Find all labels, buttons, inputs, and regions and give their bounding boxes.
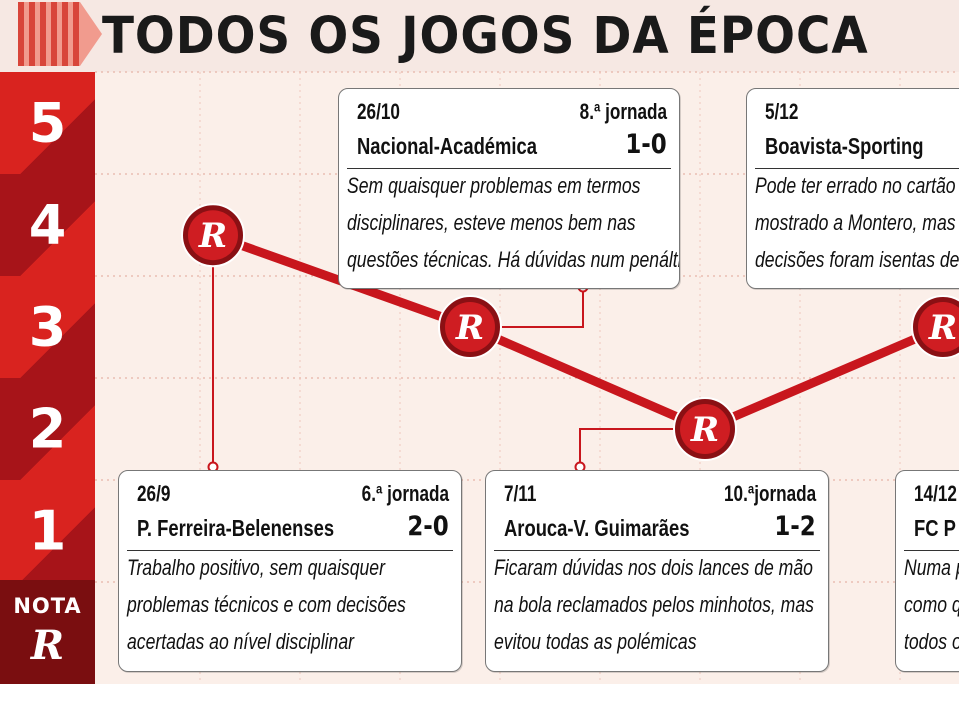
game-card-1: 26/9 6.ª jornada P. Ferreira-Belenenses 2-0… [118,470,462,672]
game-card-4: 5/12 Boavista-Sporting Pode ter errado no … [746,88,959,289]
header-banner: TODOS OS JOGOS DA ÉPOCA [0,0,959,72]
game-date: 26/10 [357,99,400,124]
comment-line: decisões foram isentas de [755,247,959,272]
connector-line [579,428,705,467]
r-logo-icon: R [690,410,719,450]
comment-line: Ficaram dúvidas nos dois lances de mão [494,555,813,580]
data-point-7/11: R [673,397,737,461]
scale-label-5: 5 [0,72,95,174]
data-point-26/9: R [181,203,245,268]
card-divider [127,550,453,551]
scale-number: 4 [28,193,67,257]
comment-line: questões técnicas. Há dúvidas num penált… [347,247,680,272]
scale-number: 3 [28,295,67,359]
game-teams: P. Ferreira-Belenenses [137,515,335,541]
scale-number: 1 [28,499,67,563]
chart-title: TODOS OS JOGOS DA ÉPOCA [102,7,869,66]
header-arrow-decoration [80,2,102,66]
scale-label-3: 3 [0,276,95,378]
scale-number: 2 [28,397,67,461]
scale-label-2: 2 [0,378,95,480]
data-point-5/12: R [911,295,959,359]
comment-line: Sem quaisquer problemas em termos [347,173,641,198]
comment-line: disciplinares, esteve menos bem nas [347,210,636,235]
game-round: 6.ª jornada [361,481,449,506]
game-card-5: 14/12 FC P Numa p como q todos o [895,470,959,672]
game-round: 8.ª jornada [579,99,667,124]
nota-label-block: NOTA R [0,580,95,684]
comment-line: evitou todas as polémicas [494,629,697,654]
game-score: 1-2 [774,511,816,542]
card-divider [494,550,820,551]
game-score: 2-0 [407,511,449,542]
game-date: 7/11 [504,481,537,506]
comment-line: Numa p [904,555,959,580]
bottom-band [0,684,959,720]
card-divider [755,168,959,169]
r-logo-icon: R [30,622,65,669]
game-date: 14/12 [914,481,957,506]
scale-label-4: 4 [0,174,95,276]
card-divider [347,168,671,169]
r-logo-icon: R [928,308,957,348]
r-logo-icon: R [455,308,484,348]
scale-number: 5 [28,91,67,155]
comment-line: problemas técnicos e com decisões [127,592,406,617]
card-divider [904,550,959,551]
game-date: 26/9 [137,481,171,506]
nota-label: NOTA [13,594,82,618]
game-teams: Arouca-V. Guimarães [504,515,690,541]
game-card-3: 7/11 10.ªjornada Arouca-V. Guimarães 1-2 Fic… [485,470,829,672]
r-logo-icon: R [198,216,227,256]
comment-line: todos o [904,629,959,654]
rating-scale: 5 4 3 2 1 [0,72,95,684]
comment-line: Pode ter errado no cartão a [755,173,959,198]
game-teams: Boavista-Sporting [765,133,924,159]
game-card-2: 26/10 8.ª jornada Nacional-Académica 1-0 Sem… [338,88,680,289]
game-teams: Nacional-Académica [357,133,537,159]
game-date: 5/12 [765,99,799,124]
game-score: 1-0 [625,129,667,160]
header-stripes-decoration [18,2,80,66]
comment-line: como q [904,592,959,617]
comment-line: mostrado a Montero, mas [755,210,956,235]
data-point-26/10: R [438,295,502,359]
game-round: 10.ªjornada [723,481,816,506]
connector-line [470,287,584,328]
scale-label-1: 1 [0,480,95,582]
comment-line: na bola reclamados pelos minhotos, mas [494,592,814,617]
comment-line: acertadas ao nível disciplinar [127,629,354,654]
game-teams: FC P [914,515,956,541]
comment-line: Trabalho positivo, sem quaisquer [127,555,385,580]
